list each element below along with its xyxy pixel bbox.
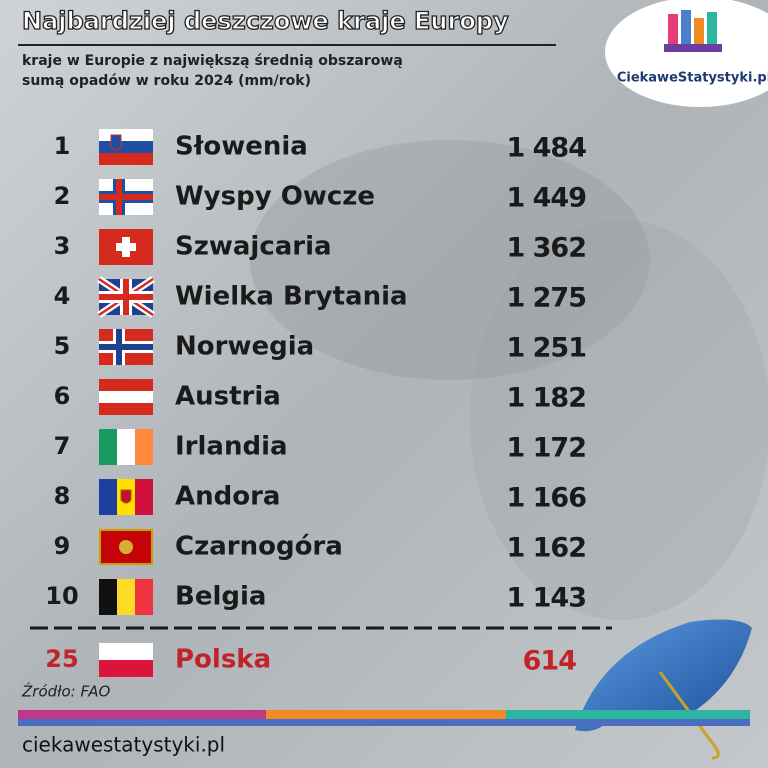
value: 1 275 [506,283,586,314]
row: 5 Norwegia 1 251 [54,329,587,365]
rank: 4 [54,282,71,310]
country: Andora [175,482,280,512]
flag [99,129,153,165]
subtitle: sumą opadów w roku 2024 (mm/rok) [22,73,311,89]
country: Wyspy Owcze [175,182,375,212]
footer: ciekawestatystyki.pl [22,733,225,757]
value: 1 162 [506,533,586,564]
row: 10 Belgia 1 143 [45,579,587,615]
country: Szwajcaria [175,232,332,262]
value: 1 143 [506,583,586,614]
row: 4 Wielka Brytania 1 275 [54,276,587,318]
subtitle: kraje w Europie z największą średnią obs… [22,53,403,69]
country: Czarnogóra [175,532,343,562]
flag [99,429,153,465]
country: Wielka Brytania [175,282,408,312]
bg-blur [470,220,768,620]
country: Polska [175,645,271,675]
rank: 8 [54,482,71,510]
rank: 6 [54,382,71,410]
logo-text: CiekaweStatystyki.pl [617,71,768,86]
row: 8 Andora 1 166 [54,479,587,515]
value: 1 449 [506,183,586,214]
country: Norwegia [175,332,314,362]
row: 1 Słowenia 1 484 [54,129,587,165]
rank: 5 [54,332,71,360]
title: Najbardziej deszczowe kraje Europy [22,7,509,35]
row: 9 Czarnogóra 1 162 [54,529,587,565]
flag [99,229,153,265]
row: 6 Austria 1 182 [54,379,587,415]
value: 1 166 [506,483,586,514]
rank: 3 [54,232,71,260]
bg-blur [250,140,650,380]
value: 1 251 [506,333,586,364]
flag [99,379,153,415]
row: 7 Irlandia 1 172 [54,429,587,465]
logo: CiekaweStatystyki.pl [605,0,768,107]
row: 3 Szwajcaria 1 362 [54,229,587,265]
value: 1 182 [506,383,586,414]
rank: 7 [54,432,71,460]
flag [99,179,153,215]
row: 2 Wyspy Owcze 1 449 [54,179,587,215]
flag [99,579,153,615]
rank: 1 [54,132,71,160]
country: Austria [175,382,281,412]
flag [99,329,153,365]
flag [97,276,155,318]
value: 1 172 [506,433,586,464]
flag [99,479,153,515]
rank: 2 [54,182,71,210]
highlight-row: 25 Polska 614 [45,643,577,677]
source: Źródło: FAO [21,682,110,701]
country: Słowenia [175,132,308,162]
country: Belgia [175,582,266,612]
stripes [18,710,750,726]
value: 1 362 [506,233,586,264]
value: 614 [523,646,577,677]
umbrella [575,619,752,760]
rank: 10 [45,582,78,610]
flag [99,643,153,677]
rank: 25 [45,645,78,673]
value: 1 484 [506,133,586,164]
rank: 9 [54,532,71,560]
flag [99,529,153,565]
country: Irlandia [175,432,288,462]
